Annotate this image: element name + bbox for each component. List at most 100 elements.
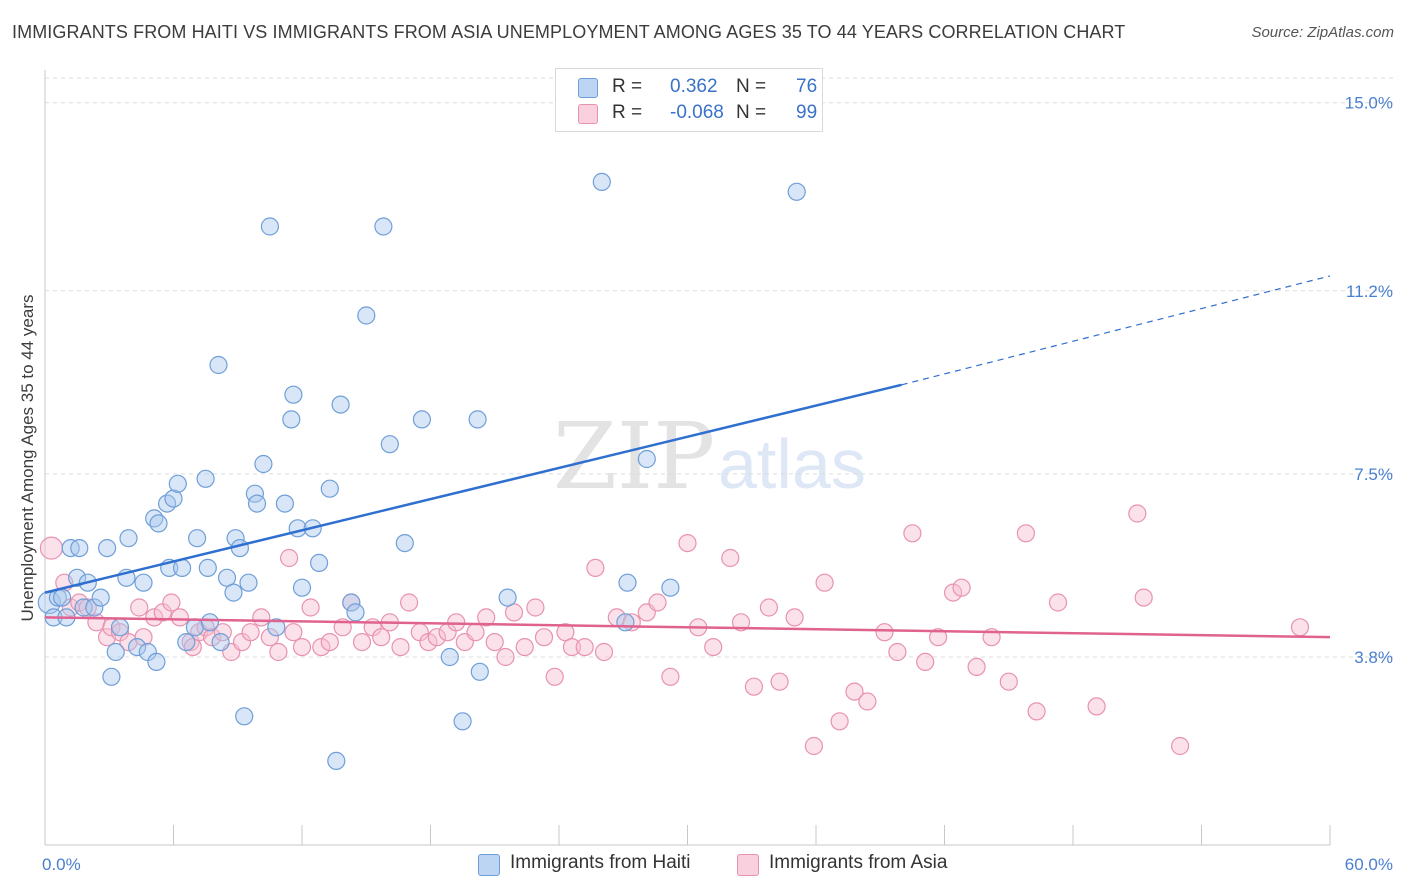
asia-point [594,642,614,662]
haiti-point [346,603,365,622]
haiti-point [395,533,414,553]
asia-point [447,613,466,632]
haiti-point [412,410,431,429]
y-tick-label: 15.0% [1345,94,1393,113]
asia-point [477,608,496,627]
legend-n-label: N = [736,76,767,97]
haiti-point [110,618,130,637]
asia-point [301,598,320,617]
asia-point [269,642,288,662]
stats-legend: R = 0.362 N = 76 R = -0.068 N = 99 [555,68,823,132]
haiti-trendline-extension [901,275,1331,386]
tick-labels: 3.8% 7.5% 11.2% 15.0% 0.0% 60.0% [42,94,1393,874]
haiti-point [331,395,350,414]
haiti-point [453,712,472,731]
asia-point [1087,697,1106,716]
asia-point [952,578,971,597]
y-tick-label: 11.2% [1346,282,1393,301]
asia-point [721,548,740,568]
watermark-atlas: atlas [718,425,866,503]
legend-r-value: -0.068 [670,102,724,123]
haiti-point [177,632,196,652]
haiti-point [147,652,166,672]
asia-points [39,504,1310,756]
haiti-point [592,172,611,191]
haiti-swatch [578,78,598,98]
asia-point [1170,736,1190,756]
axes [44,70,1331,846]
watermark-zip: ZIP [553,403,715,510]
asia-point [203,628,222,647]
asia-point [1048,593,1068,612]
haiti-point [616,613,635,632]
asia-point [284,623,303,642]
haiti-point [470,662,489,681]
asia-point [162,593,181,612]
asia-point [830,712,849,731]
haiti-point [224,583,243,602]
haiti-legend-label: Immigrants from Haiti [510,852,691,873]
asia-point [731,613,751,632]
haiti-point [67,568,87,587]
haiti-point [188,529,207,548]
haiti-point [198,558,217,578]
asia-point [496,647,515,667]
haiti-point [787,182,806,201]
haiti-point [128,637,147,657]
source-label: Source: ZipAtlas.com [1251,24,1394,41]
haiti-point [102,667,121,686]
haiti-point [637,449,656,469]
watermark: ZIP atlas [553,403,866,510]
asia-point [744,677,764,696]
haiti-point [292,578,312,597]
haiti-point [468,410,487,429]
asia-point [804,736,824,756]
legend-r-label: R = [612,76,643,97]
asia-point [352,632,372,652]
asia-point [39,536,64,560]
haiti-point [357,306,376,325]
asia-point [1290,618,1310,637]
x-tick-label: 60.0% [1345,855,1393,874]
asia-point [875,623,894,642]
haiti-point [209,355,228,375]
legend-n-label: N = [736,102,767,123]
legend-r-value: 0.362 [670,76,718,97]
y-tick-label: 7.5% [1354,465,1393,484]
asia-point [534,628,554,647]
asia-point [252,608,271,627]
asia-point [170,608,189,627]
haiti-point [618,573,637,592]
haiti-point [282,410,301,429]
asia-point [145,608,164,627]
asia-point [575,637,594,657]
haiti-point [260,217,279,236]
haiti-point [196,469,215,488]
haiti-point [97,538,117,558]
asia-point [372,628,391,647]
haiti-point [106,642,125,662]
asia-point [526,598,545,617]
asia-point [466,623,485,642]
asia-point [241,623,260,642]
chart-title: IMMIGRANTS FROM HAITI VS IMMIGRANTS FROM… [12,22,1126,42]
haiti-trendline [44,383,902,594]
asia-point [770,672,789,691]
asia-point [648,593,667,612]
asia-point [320,632,339,652]
asia-point [280,548,299,568]
haiti-point [134,573,153,592]
asia-point [485,632,504,652]
haiti-legend-swatch [478,854,500,876]
haiti-point [342,593,361,612]
asia-legend-swatch [737,854,759,876]
haiti-point [440,647,459,667]
asia-point [967,657,986,677]
haiti-point [119,529,138,548]
haiti-point [52,588,72,607]
haiti-point [498,588,517,607]
asia-point [759,598,779,617]
haiti-point [661,578,680,597]
asia-point [391,637,410,657]
haiti-point [149,514,168,533]
